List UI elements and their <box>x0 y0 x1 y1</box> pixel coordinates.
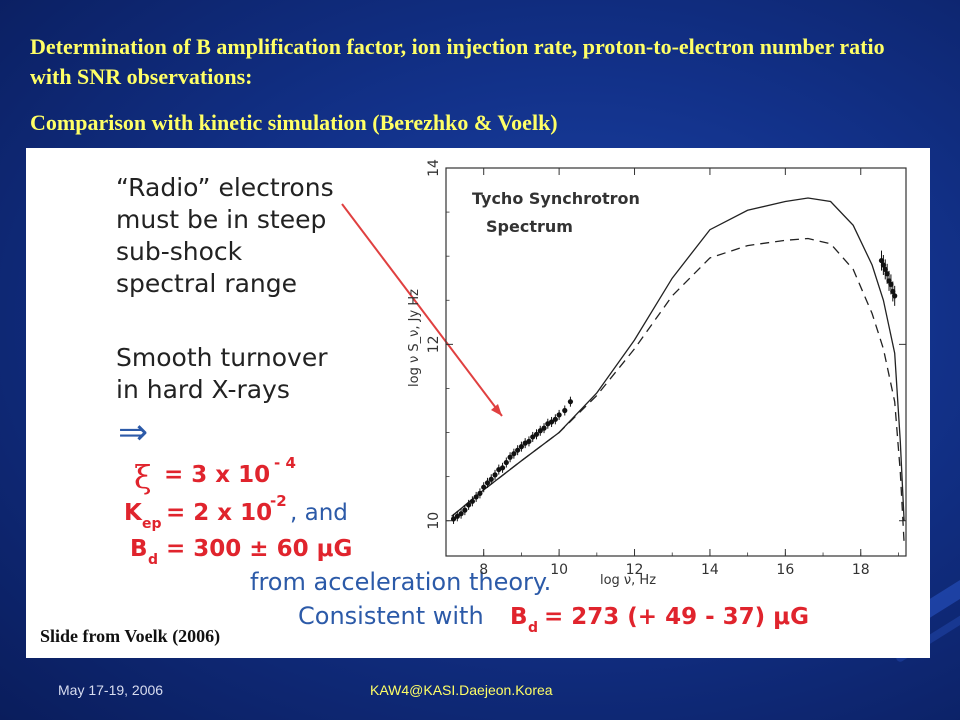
radio-data-point <box>488 476 494 482</box>
xray-data-point <box>884 271 890 277</box>
xray-data-point <box>888 281 894 287</box>
radio-data-point <box>469 498 475 504</box>
radio-data-point <box>492 472 498 478</box>
x-tick-label: 16 <box>776 562 794 578</box>
x-tick-label: 18 <box>852 562 870 578</box>
from-theory-text: from acceleration theory. <box>250 568 551 596</box>
radio-data-point <box>473 494 479 500</box>
radio-data-point <box>562 407 568 414</box>
bd-label: B <box>130 536 148 562</box>
note-turnover-line: in hard X-rays <box>116 375 290 404</box>
kep-subscript: ep <box>142 516 162 532</box>
slide-subtitle: Comparison with kinetic simulation (Bere… <box>30 110 558 135</box>
chart-title-line-1: Tycho Synchrotron <box>472 189 640 208</box>
y-tick-label: 10 <box>426 512 442 530</box>
radio-data-point <box>477 490 483 496</box>
bd-subscript: d <box>148 552 158 568</box>
series-line-solid <box>451 197 905 521</box>
y-tick-label: 12 <box>426 335 442 353</box>
xi-value: = 3 x 10 <box>164 462 270 488</box>
xray-data-point <box>890 288 896 295</box>
implies-arrow-icon: ⇒ <box>118 412 148 453</box>
radio-data-point <box>541 425 547 431</box>
radio-data-point <box>454 513 460 519</box>
figure-caption: Slide from Voelk (2006) <box>40 626 221 646</box>
x-tick-label: 10 <box>550 562 568 578</box>
note-radio-line: must be in steep <box>116 205 326 234</box>
radio-data-point <box>466 502 472 508</box>
figure-panel: “Radio” electrons must be in steep sub-s… <box>26 148 930 658</box>
kep-suffix: , and <box>290 500 348 526</box>
note-radio-line: spectral range <box>116 269 297 298</box>
note-turnover-line: Smooth turnover <box>116 343 328 372</box>
bd2-label: B <box>510 604 528 630</box>
radio-data-point <box>507 454 513 460</box>
radio-data-point <box>567 399 574 405</box>
chart-tycho-spectrum: 8 10 12 14 16 18 10 12 14 Tycho Synchrotron Spec… <box>407 159 907 588</box>
radio-data-point <box>515 447 521 453</box>
radio-data-point <box>481 484 487 490</box>
pointer-arrow <box>341 203 503 417</box>
x-axis-label: log ν, Hz <box>600 573 656 588</box>
footer-event: KAW4@KASI.Daejeon.Korea <box>370 682 553 698</box>
radio-data-point <box>533 431 540 437</box>
footer-date: May 17-19, 2006 <box>58 682 164 698</box>
x-tick-label: 14 <box>701 562 719 578</box>
y-tick-label: 14 <box>426 159 442 177</box>
radio-data-point <box>462 507 468 513</box>
radio-data-point <box>484 480 491 486</box>
xray-data-point <box>880 262 886 268</box>
xi-symbol: ξ <box>134 458 152 496</box>
y-axis-label: log ν S_ν, Jy Hz <box>407 289 422 387</box>
slide-title: Determination of B amplification factor,… <box>30 34 885 89</box>
radio-data-point <box>450 516 457 522</box>
series-line-dashed <box>451 237 905 543</box>
chart-title-line-2: Spectrum <box>486 217 573 236</box>
radio-data-point <box>548 419 555 425</box>
x-tick-label: 12 <box>626 562 644 578</box>
figure-svg: “Radio” electrons must be in steep sub-s… <box>116 159 907 636</box>
x-tick-label: 8 <box>479 562 488 578</box>
radio-data-point <box>552 416 558 422</box>
pointer-arrowhead-icon <box>491 404 502 416</box>
bd2-subscript: d <box>528 620 538 636</box>
chart-frame <box>445 167 907 557</box>
kep-value: = 2 x 10 <box>166 500 272 526</box>
xi-exponent: - 4 <box>274 454 296 472</box>
xray-data-point <box>892 293 898 299</box>
kep-exponent: -2 <box>270 492 287 510</box>
radio-data-point <box>511 451 517 457</box>
xray-data-point <box>882 266 888 273</box>
radio-data-point <box>503 459 509 466</box>
note-radio-line: “Radio” electrons <box>116 173 334 202</box>
radio-data-point <box>556 412 562 418</box>
xray-data-point <box>878 257 885 264</box>
radio-data-point <box>530 434 536 440</box>
kep-label: K <box>124 500 143 526</box>
consistent-text: Consistent with <box>298 602 484 630</box>
note-radio-line: sub-shock <box>116 237 243 266</box>
bd2-value: = 273 (+ 49 - 37) μG <box>544 604 809 630</box>
bd-value: = 300 ± 60 μG <box>166 536 352 562</box>
radio-data-point <box>537 428 543 434</box>
radio-data-point <box>499 465 506 471</box>
radio-data-point <box>526 438 532 444</box>
radio-data-point <box>518 444 525 450</box>
radio-data-point <box>458 511 464 517</box>
